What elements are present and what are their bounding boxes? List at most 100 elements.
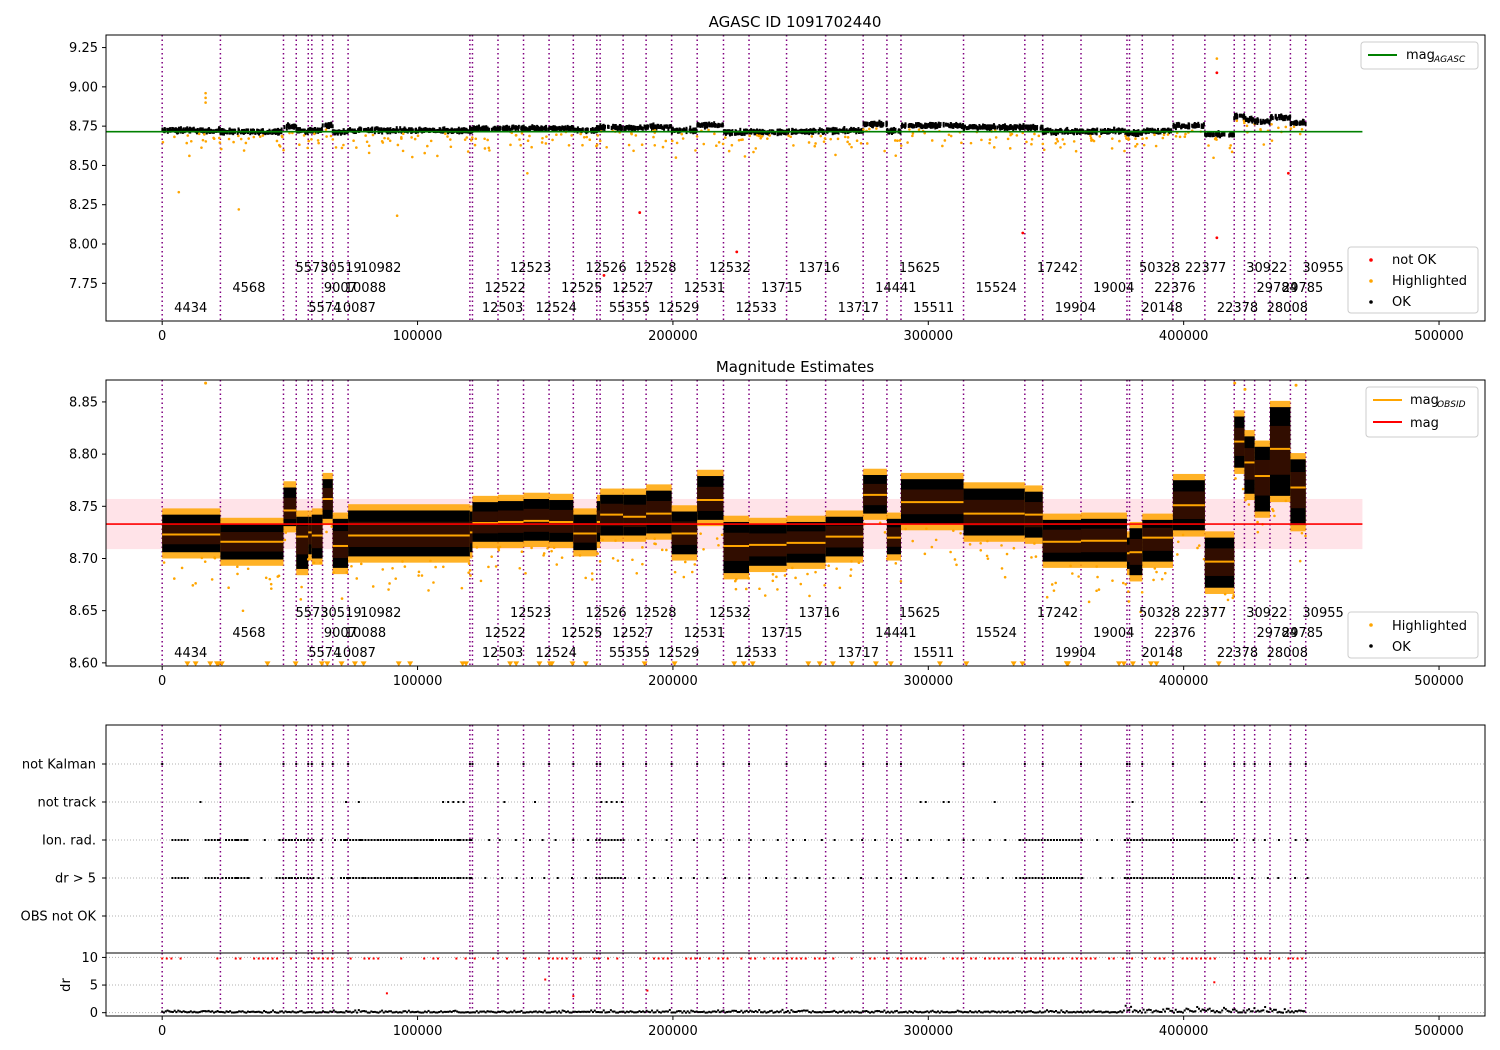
obsid-label: 9007: [324, 281, 357, 296]
flag-point: [692, 877, 695, 879]
dr-ok-point: [806, 1009, 809, 1012]
dr-ok-point: [354, 1009, 357, 1012]
obsid-label: 4568: [232, 626, 265, 641]
y-tick-label: 8.80: [69, 448, 98, 463]
flag-point: [263, 839, 266, 841]
flag-point: [1099, 877, 1102, 879]
flag-point: [1268, 763, 1271, 765]
flag-point: [347, 877, 350, 879]
highlighted-point: [757, 134, 761, 138]
highlighted-point: [474, 137, 478, 141]
ok-point: [1240, 113, 1243, 118]
ok-point: [304, 131, 307, 136]
flag-point: [785, 763, 788, 765]
highlighted-point: [1127, 600, 1131, 603]
highlighted-point: [994, 136, 998, 139]
highlighted-point: [387, 588, 390, 591]
dr-ok-point: [381, 1009, 384, 1012]
ok-point: [533, 125, 536, 130]
dr-not-ok-point: [717, 957, 720, 960]
ok-point: [786, 128, 789, 133]
ok-point: [791, 130, 794, 135]
dr-not-ok-point: [666, 957, 669, 960]
ok-point: [892, 128, 895, 133]
dr-ok-point: [1256, 1009, 1259, 1012]
flag-point: [1252, 839, 1255, 841]
highlighted-point: [1176, 540, 1180, 544]
flag-point: [607, 877, 610, 879]
highlighted-point: [1161, 136, 1165, 140]
dr-ok-point: [288, 1010, 291, 1013]
highlighted-point: [807, 141, 811, 144]
obsid-label: 29785: [1282, 626, 1323, 641]
flag-point: [442, 801, 445, 803]
dr-ok-point: [1047, 1010, 1050, 1013]
highlighted-point: [1003, 575, 1007, 579]
flag-point: [607, 839, 610, 841]
flag-point: [309, 877, 312, 879]
ok-point: [1127, 131, 1130, 136]
dr-not-ok-point: [1048, 957, 1051, 960]
dr-not-ok-point: [653, 957, 656, 960]
highlighted-point: [1166, 133, 1170, 136]
dr-ok-point: [586, 1010, 589, 1013]
flag-point: [554, 839, 557, 841]
dr-ok-point: [763, 1010, 766, 1013]
x-tick-label: 200000: [648, 1024, 698, 1039]
flag-point: [860, 877, 863, 879]
highlighted-point: [383, 136, 386, 140]
dr-ok-point: [470, 1011, 473, 1014]
flag-point: [604, 877, 607, 879]
highlighted-point: [201, 138, 205, 142]
flag-point: [1142, 877, 1145, 879]
dr-ok-point: [375, 1011, 378, 1014]
highlighted-point: [799, 582, 803, 586]
dr-not-ok-point: [1006, 957, 1009, 960]
ok-point: [450, 127, 453, 132]
ok-point: [1055, 131, 1058, 136]
dr-ok-point: [1199, 1010, 1202, 1013]
ok-point: [952, 124, 955, 129]
dr-ok-point: [1205, 1009, 1208, 1012]
ok-point: [729, 131, 732, 136]
highlighted-point: [319, 561, 323, 565]
ok-point: [1134, 133, 1137, 138]
dr-not-ok-point: [1071, 957, 1074, 960]
ok-point: [517, 124, 520, 129]
highlighted-point: [1059, 146, 1062, 149]
dr-ok-point: [802, 1009, 805, 1012]
highlighted-point: [627, 143, 631, 147]
dr-not-ok-point: [1255, 957, 1258, 960]
ok-point: [880, 120, 883, 125]
highlighted-point: [269, 587, 273, 590]
highlighted-point: [934, 538, 938, 542]
flag-point: [615, 801, 618, 803]
dr-ok-point: [550, 1010, 553, 1013]
flag-point: [1043, 877, 1046, 879]
highlighted-point: [252, 135, 256, 139]
flag-point: [237, 839, 240, 841]
dr-ok-point: [579, 1010, 582, 1013]
obsid-label: 12523: [510, 261, 551, 276]
dr-ok-point: [958, 1010, 961, 1013]
x-tick-label: 500000: [1414, 1024, 1464, 1039]
dr-ok-point: [325, 1011, 328, 1014]
highlighted-point: [641, 546, 644, 549]
flag-point: [501, 877, 504, 879]
flag-point: [1142, 839, 1145, 841]
flag-point: [765, 877, 768, 879]
ok-point: [399, 126, 402, 131]
ok-point: [1122, 128, 1125, 133]
legend-marker-highlighted: [1369, 623, 1373, 627]
flag-point: [899, 763, 902, 765]
obsid-label: 12503: [482, 301, 523, 316]
highlighted-point: [232, 140, 235, 144]
dr-ok-point: [962, 1011, 965, 1014]
highlighted-point: [836, 137, 840, 141]
obsid-label: 15625: [899, 606, 940, 621]
dr-ok-point: [976, 1011, 979, 1014]
ok-point: [721, 122, 724, 127]
ok-point: [251, 128, 254, 133]
ok-point: [601, 126, 604, 131]
